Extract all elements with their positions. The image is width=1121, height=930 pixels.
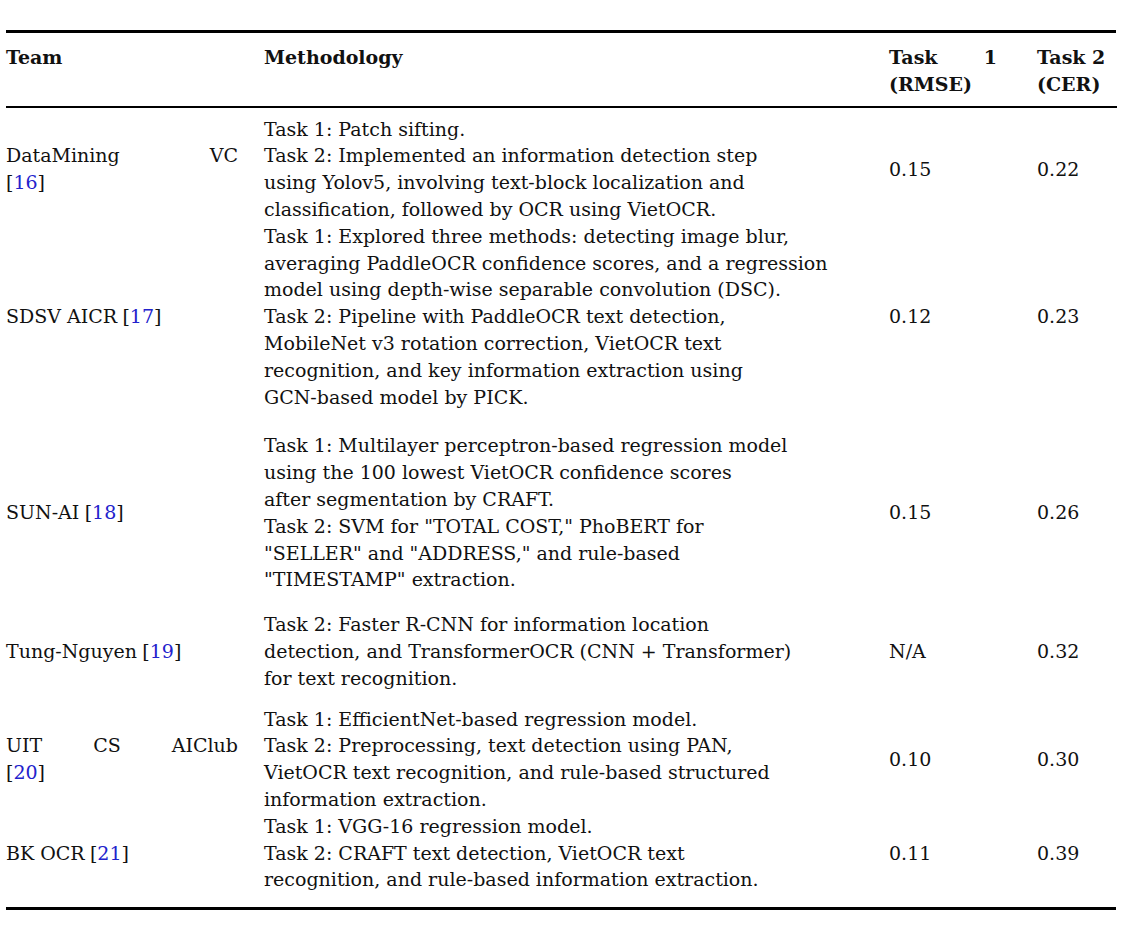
- bracket-open: [: [122, 305, 129, 327]
- table-row-uit-cs-aiclub: UIT CS AIClub [20] Task 1: EfficientNet-…: [6, 692, 1117, 813]
- results-table-container: Team Methodology Task 1 (RMSE) Task 2 (C…: [6, 30, 1116, 910]
- table-row-datamining-vc: DataMining VC [16] Task 1: Patch sifting…: [6, 107, 1117, 223]
- task2-cer-value: 0.23: [1037, 223, 1117, 411]
- bracket-open: [: [85, 501, 92, 523]
- table-row-sun-ai: SUN-AI [18] Task 1: Multilayer perceptron…: [6, 410, 1117, 593]
- team-word: AIClub: [172, 732, 238, 759]
- citation: [20]: [6, 759, 238, 786]
- team-name: SDSV AICR: [6, 305, 117, 327]
- team-name: Tung-Nguyen: [6, 640, 137, 662]
- task1-header-word2: 1: [984, 44, 997, 71]
- header-row: Team Methodology Task 1 (RMSE) Task 2 (C…: [6, 33, 1117, 107]
- citation: [18]: [85, 501, 124, 523]
- table-row-tung-nguyen: Tung-Nguyen[19] Task 2: Faster R-CNN for…: [6, 593, 1117, 691]
- bracket-close: ]: [174, 640, 181, 662]
- table-row-sdsv-aicr: SDSV AICR[17] Task 1: Explored three met…: [6, 223, 1117, 411]
- column-header-team: Team: [6, 33, 264, 107]
- column-header-methodology: Methodology: [264, 33, 889, 107]
- bracket-close: ]: [116, 501, 123, 523]
- task1-header-word1: Task: [889, 44, 938, 71]
- cite-link-18[interactable]: 18: [92, 501, 116, 523]
- task2-cer-value: 0.26: [1037, 410, 1117, 593]
- citation: [17]: [122, 305, 161, 327]
- team-name: UIT CS AIClub: [6, 732, 238, 759]
- task1-header-line2: (RMSE): [889, 71, 1037, 98]
- task2-cer-value: 0.39: [1037, 813, 1117, 907]
- bracket-close: ]: [38, 171, 45, 193]
- cite-link-21[interactable]: 21: [97, 842, 121, 864]
- team-cell-datamining-vc: DataMining VC [16]: [6, 107, 264, 223]
- citation: [16]: [6, 169, 238, 196]
- cite-link-19[interactable]: 19: [150, 640, 174, 662]
- methodology-cell: Task 1: Multilayer perceptron-based regr…: [264, 410, 889, 593]
- task2-cer-value: 0.30: [1037, 692, 1117, 813]
- task2-header-line2: (CER): [1037, 71, 1117, 98]
- team-word: CS: [93, 732, 121, 759]
- task1-rmse-value: 0.11: [889, 813, 1037, 907]
- task1-rmse-value: 0.15: [889, 410, 1037, 593]
- task2-cer-value: 0.22: [1037, 107, 1117, 223]
- task2-cer-value: 0.32: [1037, 593, 1117, 691]
- team-name: DataMining VC: [6, 142, 238, 169]
- column-header-task2-cer: Task 2 (CER): [1037, 33, 1117, 107]
- task1-rmse-value: N/A: [889, 593, 1037, 691]
- bracket-open: [: [142, 640, 149, 662]
- cite-link-16[interactable]: 16: [13, 171, 37, 193]
- citation: [21]: [90, 842, 129, 864]
- methodology-cell: Task 1: EfficientNet-based regression mo…: [264, 692, 889, 813]
- table-header: Team Methodology Task 1 (RMSE) Task 2 (C…: [6, 33, 1117, 107]
- team-cell-sun-ai: SUN-AI [18]: [6, 410, 264, 593]
- task2-header-line1: Task 2: [1037, 44, 1117, 71]
- task1-header-line1: Task 1: [889, 44, 997, 71]
- team-cell-uit-cs-aiclub: UIT CS AIClub [20]: [6, 692, 264, 813]
- team-name: BK OCR: [6, 842, 85, 864]
- team-word: UIT: [6, 732, 42, 759]
- methodology-cell: Task 1: Explored three methods: detectin…: [264, 223, 889, 411]
- results-table: Team Methodology Task 1 (RMSE) Task 2 (C…: [6, 33, 1117, 907]
- column-header-task1-rmse: Task 1 (RMSE): [889, 33, 1037, 107]
- bracket-close: ]: [122, 842, 129, 864]
- team-cell-sdsv-aicr: SDSV AICR[17]: [6, 223, 264, 411]
- methodology-cell: Task 1: Patch sifting. Task 2: Implement…: [264, 107, 889, 223]
- bracket-close: ]: [38, 761, 45, 783]
- task1-rmse-value: 0.15: [889, 107, 1037, 223]
- task1-rmse-value: 0.10: [889, 692, 1037, 813]
- task1-rmse-value: 0.12: [889, 223, 1037, 411]
- team-word: DataMining: [6, 142, 120, 169]
- cite-link-17[interactable]: 17: [130, 305, 154, 327]
- cite-link-20[interactable]: 20: [13, 761, 37, 783]
- table-row-bk-ocr: BK OCR[21] Task 1: VGG-16 regression mod…: [6, 813, 1117, 907]
- methodology-cell: Task 2: Faster R-CNN for information loc…: [264, 593, 889, 691]
- methodology-cell: Task 1: VGG-16 regression model. Task 2:…: [264, 813, 889, 907]
- team-name: SUN-AI: [6, 501, 79, 523]
- bracket-close: ]: [154, 305, 161, 327]
- citation: [19]: [142, 640, 181, 662]
- team-cell-tung-nguyen: Tung-Nguyen[19]: [6, 593, 264, 691]
- team-word: VC: [210, 142, 238, 169]
- team-cell-bk-ocr: BK OCR[21]: [6, 813, 264, 907]
